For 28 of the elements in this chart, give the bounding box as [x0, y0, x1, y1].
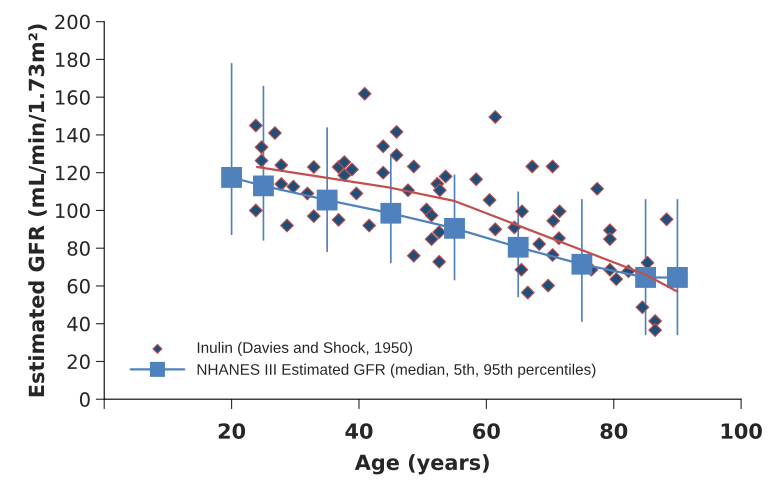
y-tick-label: 120 [56, 166, 90, 180]
y-tick-label: 60 [68, 278, 90, 294]
y-axis-title: Estimated GFR (mL/min/1.73m²) [28, 24, 47, 396]
point [571, 254, 592, 275]
y-tick-label: 200 [55, 14, 90, 30]
x-tick-label: 60 [473, 423, 500, 439]
x-axis-title: Age (years) [354, 454, 489, 474]
x-tick-label: 20 [218, 423, 246, 439]
y-tick-label: 100 [56, 203, 90, 218]
x-tick-label: 100 [722, 423, 762, 439]
y-tick-label: 0 [80, 392, 90, 407]
y-tick-label: 160 [56, 90, 90, 105]
point [253, 175, 274, 196]
point [380, 202, 402, 224]
point [316, 190, 338, 210]
y-tick-label: 20 [68, 354, 90, 370]
legend-label: Inulin (Davies and Shock, 1950) [198, 342, 412, 356]
y-tick-label: 40 [67, 316, 90, 332]
point [444, 218, 465, 239]
x-tick-label: 80 [600, 423, 628, 439]
point [667, 267, 688, 288]
point [508, 236, 529, 258]
y-tick-label: 140 [56, 128, 90, 143]
x-tick-label: 40 [345, 423, 372, 439]
y-tick-label: 80 [68, 241, 90, 256]
legend-label: NHANES III Estimated GFR (median, 5th, 95th percentiles) [198, 364, 596, 378]
y-tick-label: 180 [56, 52, 90, 68]
point [221, 166, 242, 188]
